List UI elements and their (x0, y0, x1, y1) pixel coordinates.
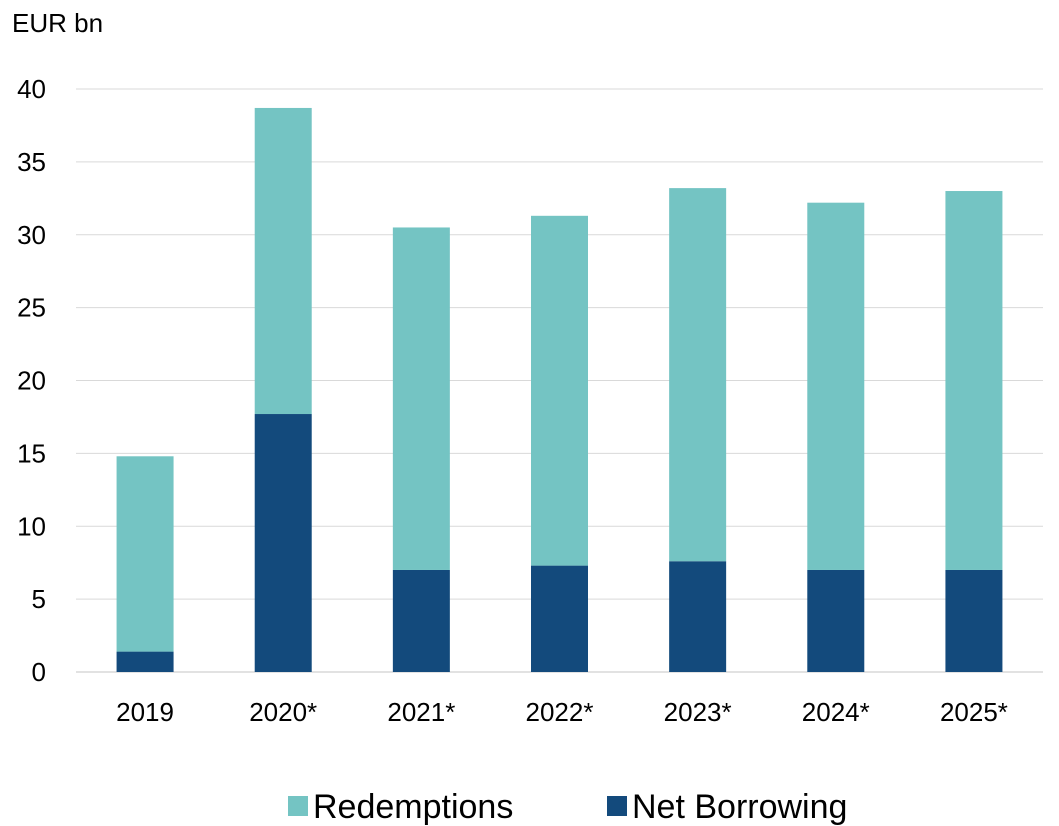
y-tick-label: 0 (32, 657, 46, 687)
x-axis-ticks: 2019 2020* 2021* 2022* 2023* 2024* 2025* (116, 697, 1008, 727)
y-tick-label: 40 (17, 74, 46, 104)
y-tick-label: 25 (17, 293, 46, 323)
y-tick-label: 30 (17, 220, 46, 250)
legend-label-net-borrowing: Net Borrowing (632, 788, 847, 826)
legend-swatch-net-borrowing (607, 796, 627, 816)
bar-net-borrowing-2021 (392, 569, 450, 672)
x-tick-label: 2025* (940, 697, 1008, 727)
y-axis-ticks: 0 5 10 15 20 25 30 35 40 (17, 74, 46, 687)
bar-redemptions-2024 (807, 202, 865, 570)
bar-redemptions-2020 (254, 107, 312, 415)
x-tick-label: 2024* (802, 697, 870, 727)
bar-net-borrowing-2025 (945, 569, 1003, 672)
bar-redemptions-2019 (116, 456, 174, 652)
x-tick-label: 2023* (664, 697, 732, 727)
bar-redemptions-2021 (392, 227, 450, 570)
y-axis-label: EUR bn (12, 8, 103, 38)
x-tick-label: 2019 (116, 697, 174, 727)
bar-net-borrowing-2022 (531, 565, 588, 672)
y-tick-label: 5 (32, 584, 46, 614)
x-tick-label: 2022* (526, 697, 594, 727)
legend: Redemptions Net Borrowing (288, 788, 847, 826)
bar-redemptions-2022 (531, 215, 588, 566)
x-tick-label: 2021* (387, 697, 455, 727)
legend-label-redemptions: Redemptions (313, 788, 513, 826)
y-tick-label: 15 (17, 438, 46, 468)
x-tick-label: 2020* (249, 697, 317, 727)
legend-swatch-redemptions (288, 796, 308, 816)
bars (116, 107, 1003, 672)
bar-net-borrowing-2023 (669, 561, 727, 672)
bar-net-borrowing-2019 (116, 651, 174, 672)
y-tick-label: 20 (17, 366, 46, 396)
bar-redemptions-2025 (945, 191, 1003, 570)
y-tick-label: 35 (17, 147, 46, 177)
bar-net-borrowing-2020 (254, 414, 312, 672)
bar-redemptions-2023 (669, 188, 727, 562)
y-tick-label: 10 (17, 511, 46, 541)
bar-net-borrowing-2024 (807, 569, 865, 672)
